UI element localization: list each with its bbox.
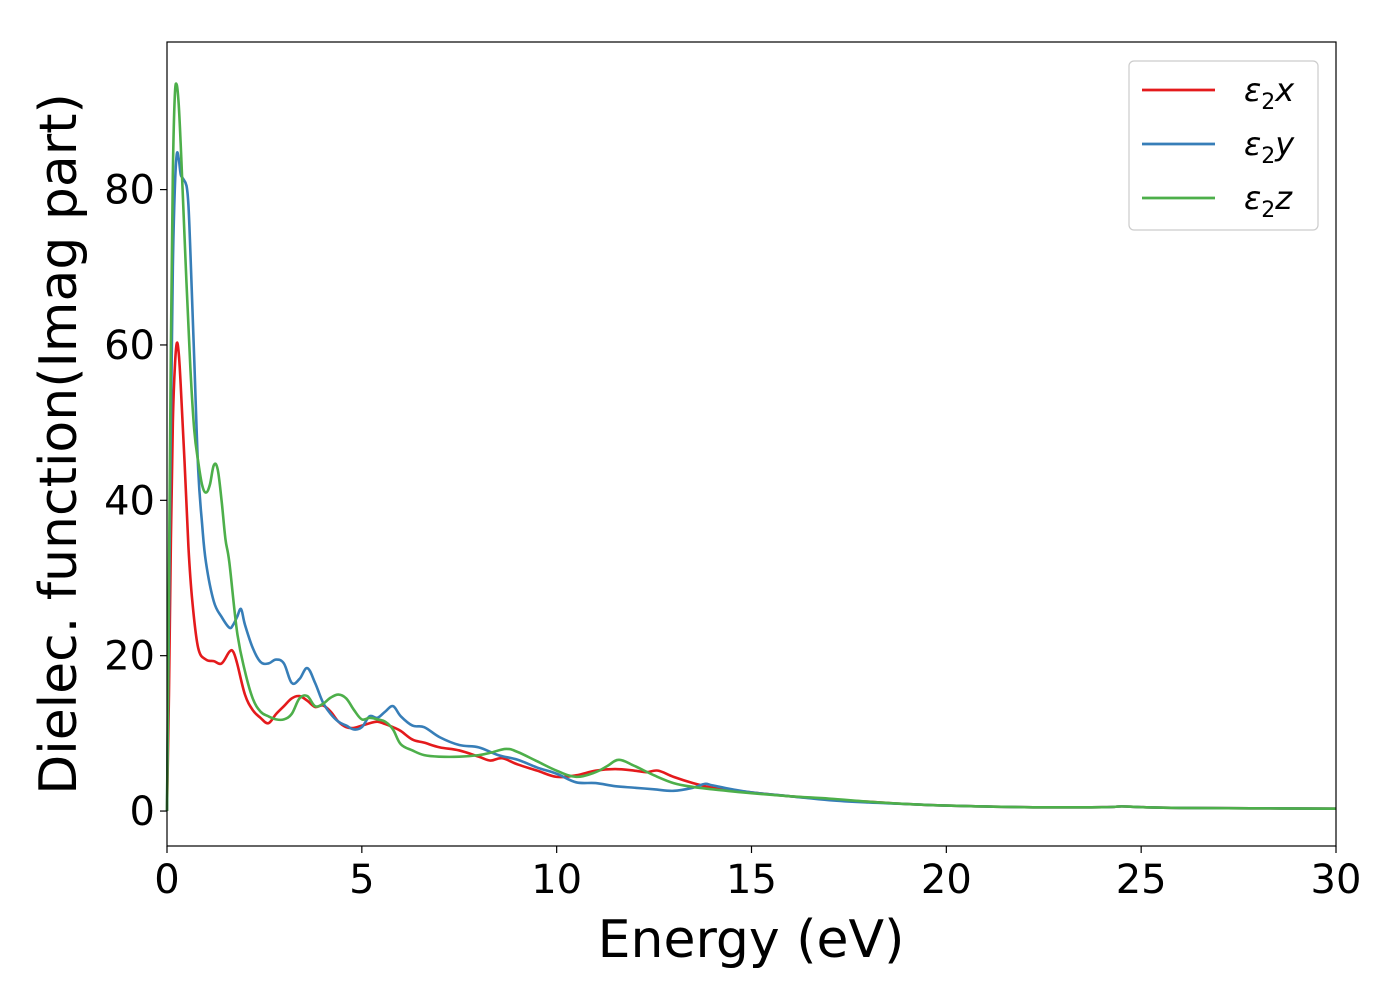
series-layer bbox=[165, 82, 1337, 812]
x-axis-ticks: 0 5 10 15 20 25 30 bbox=[154, 846, 1361, 903]
y-axis-label: Dielec. function(Imag part) bbox=[29, 93, 89, 795]
legend-label-y: ε2y bbox=[1244, 125, 1295, 169]
x-tick-label: 30 bbox=[1311, 857, 1362, 903]
y-tick-label: 20 bbox=[104, 634, 155, 680]
x-tick-label: 5 bbox=[349, 857, 374, 903]
y-tick-label: 0 bbox=[130, 789, 155, 835]
x-tick-label: 0 bbox=[154, 857, 179, 903]
y-tick-label: 40 bbox=[104, 478, 155, 524]
x-tick-label: 25 bbox=[1116, 857, 1167, 903]
legend-box bbox=[1128, 60, 1319, 231]
x-tick-label: 20 bbox=[921, 857, 972, 903]
x-tick-label: 15 bbox=[726, 857, 777, 903]
y-tick-label: 80 bbox=[104, 168, 155, 214]
y-tick-label: 60 bbox=[104, 323, 155, 369]
legend-label-x: ε2x bbox=[1244, 71, 1295, 115]
series-line-z bbox=[165, 82, 1337, 812]
x-axis-label: Energy (eV) bbox=[598, 910, 905, 970]
y-axis-ticks: 0 20 40 60 80 bbox=[104, 168, 167, 835]
x-tick-label: 10 bbox=[531, 857, 582, 903]
legend-label-z: ε2z bbox=[1244, 179, 1293, 223]
legend: ε2x ε2y ε2z bbox=[1128, 60, 1319, 231]
